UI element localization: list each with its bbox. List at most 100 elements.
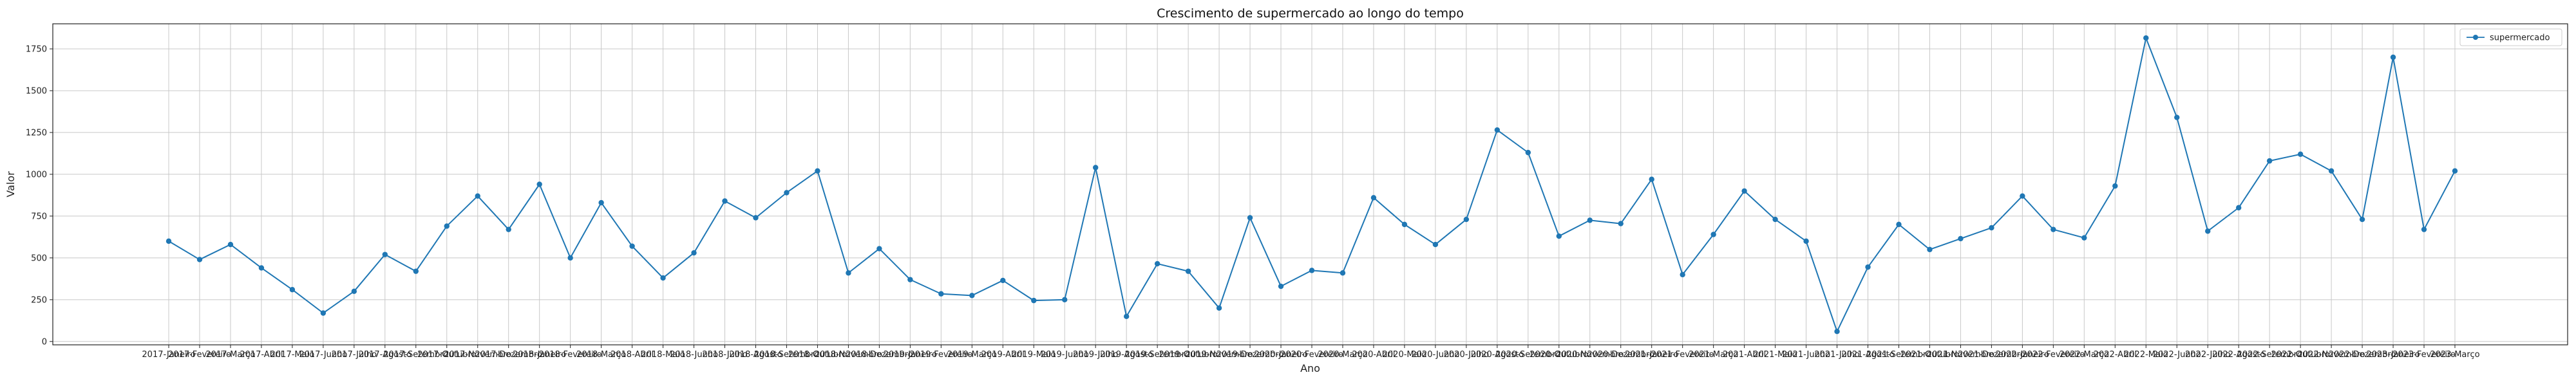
x-tick-label: 2019-Outubro	[1159, 350, 1217, 360]
data-point	[2020, 193, 2025, 199]
x-tick-label: 2022-Abril	[2094, 350, 2137, 360]
data-point	[227, 241, 234, 248]
data-point	[1185, 268, 1191, 274]
y-tick-label: 0	[42, 337, 47, 347]
data-point	[815, 168, 820, 174]
x-tick-label: 2017-Setembro	[383, 350, 448, 360]
data-point	[876, 246, 882, 252]
data-point	[1741, 188, 1747, 194]
y-tick-label: 1000	[26, 170, 47, 179]
data-point	[1401, 221, 1408, 228]
x-tick-label: 2018-Setembro	[754, 350, 819, 360]
legend-marker-swatch	[2473, 35, 2478, 40]
data-point	[320, 310, 327, 316]
x-tick-label: 2020-Dezembro	[1587, 350, 1654, 360]
data-point	[1772, 216, 1778, 223]
x-tick-label: 2017-Março	[205, 350, 255, 360]
x-tick-label: 2017-Maio	[270, 350, 315, 360]
x-tick-label: 2017-Janeiro	[142, 350, 195, 360]
series-layer	[166, 35, 2458, 335]
data-point	[351, 288, 357, 295]
data-point	[567, 255, 573, 261]
x-tick-label: 2019-Julho	[1073, 350, 1118, 360]
x-tick-label: 2020-Julho	[1444, 350, 1489, 360]
data-point	[2205, 228, 2211, 234]
data-point	[1062, 297, 1068, 303]
x-tick-label: 2021-Março	[1689, 350, 1738, 360]
data-point	[166, 238, 172, 244]
x-tick-label: 2020-Outubro	[1530, 350, 1588, 360]
data-point	[1494, 127, 1501, 133]
data-point	[1123, 313, 1130, 320]
x-tick-label: 2022-Agosto	[2212, 350, 2265, 360]
x-tick-label: 2020-Março	[1318, 350, 1367, 360]
x-tick-label: 2023-Janeiro	[2366, 350, 2420, 360]
x-tick-label: 2017-Outubro	[417, 350, 476, 360]
data-point	[1247, 215, 1253, 221]
x-tick-label: 2018-Março	[576, 350, 626, 360]
data-point	[2266, 158, 2273, 164]
x-tick-label: 2018-Fevereiro	[539, 350, 602, 360]
x-tick-label: 2019-Novembro	[1186, 350, 1253, 360]
data-point	[444, 223, 450, 229]
x-tick-label: 2021-Julho	[1814, 350, 1859, 360]
x-tick-label: 2022-Dezembro	[2329, 350, 2396, 360]
y-axis-label: Valor	[5, 171, 17, 198]
x-tick-label: 2019-Janeiro	[884, 350, 937, 360]
data-point	[1309, 268, 1315, 273]
data-point	[1092, 165, 1099, 170]
data-point	[413, 268, 419, 274]
x-tick-label: 2023-Março	[2430, 350, 2479, 360]
data-point	[2359, 216, 2365, 223]
y-tick-label: 250	[31, 295, 47, 305]
x-tick-label: 2020-Setembro	[1495, 350, 1560, 360]
data-point	[1989, 225, 1994, 231]
data-point	[1340, 270, 1346, 276]
grid	[53, 24, 2568, 345]
x-tick-label: 2021-Fevereiro	[1651, 350, 1714, 360]
data-point	[907, 277, 913, 282]
x-tick-label: 2018-Junho	[670, 350, 718, 360]
y-tick-label: 750	[31, 212, 47, 221]
x-tick-label: 2020-Junho	[1411, 350, 1459, 360]
x-tick-label: 2018-Agosto	[729, 350, 782, 360]
data-point	[506, 226, 511, 232]
x-tick-label: 2022-Setembro	[2237, 350, 2302, 360]
legend-box	[2459, 28, 2562, 46]
y-axis-ticks: 0 250 500 750 1000 1250 1500 1750	[26, 44, 53, 347]
x-tick-label: 2019-Setembro	[1125, 350, 1190, 360]
data-point	[2452, 168, 2458, 174]
x-tick-label: 2017-Novembro	[444, 350, 511, 360]
x-tick-label: 2022-Outubro	[2271, 350, 2330, 360]
x-tick-label: 2018-Abril	[611, 350, 654, 360]
data-point	[1000, 277, 1006, 284]
x-axis-label: Ano	[1300, 362, 1320, 374]
data-point	[722, 198, 728, 204]
data-point	[2174, 115, 2180, 120]
x-tick-label: 2018-Dezembro	[846, 350, 913, 360]
x-tick-label: 2020-Janeiro	[1254, 350, 1307, 360]
data-point	[1587, 217, 1593, 223]
data-point	[1370, 195, 1377, 201]
data-point	[2328, 168, 2334, 174]
x-axis-ticks: 2017-Janeiro2017-Fevereiro2017-Março2017…	[142, 345, 2480, 360]
data-point	[1834, 329, 1840, 335]
data-point	[1216, 305, 1222, 311]
x-tick-label: 2021-Janeiro	[1625, 350, 1678, 360]
data-point	[753, 215, 759, 221]
x-tick-label: 2022-Março	[2060, 350, 2109, 360]
x-tick-label: 2021-Outubro	[1900, 350, 1959, 360]
data-point	[382, 252, 388, 257]
x-tick-label: 2017-Abril	[240, 350, 283, 360]
x-tick-label: 2022-Novembro	[2298, 350, 2365, 360]
x-tick-label: 2018-Maio	[641, 350, 685, 360]
y-tick-label: 1250	[26, 128, 47, 138]
data-point	[598, 199, 604, 206]
chart-title: Crescimento de supermercado ao longo do …	[1157, 6, 1464, 21]
data-point	[784, 190, 790, 196]
data-point	[196, 257, 203, 262]
data-point	[2112, 183, 2118, 189]
x-tick-label: 2020-Maio	[1383, 350, 1427, 360]
x-tick-label: 2020-Fevereiro	[1280, 350, 1343, 360]
data-point	[2421, 226, 2427, 232]
